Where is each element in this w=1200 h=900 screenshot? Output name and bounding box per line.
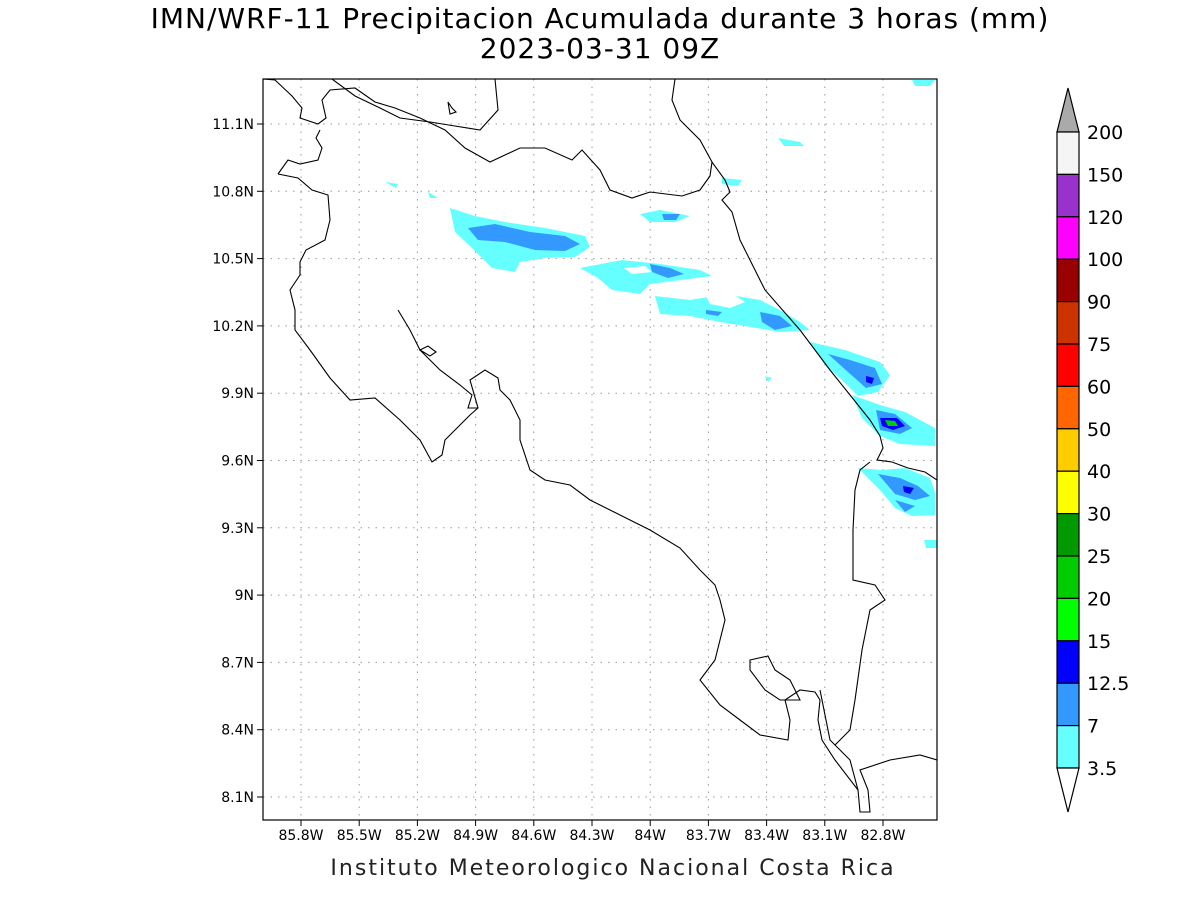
colorbar-label: 60 xyxy=(1087,376,1111,398)
golfo-dulce-coast xyxy=(749,655,801,701)
colorbar-swatch xyxy=(1056,512,1080,557)
lon-tick-label: 83.7W xyxy=(686,828,731,844)
colorbar-label: 50 xyxy=(1087,419,1111,441)
colorbar-swatch xyxy=(1056,640,1080,684)
lat-tick-label: 10.2N xyxy=(212,319,254,335)
colorbar-swatch xyxy=(1056,428,1080,472)
lat-tick-label: 9.9N xyxy=(221,386,254,402)
colorbar-label: 100 xyxy=(1087,249,1123,271)
colorbar-swatch xyxy=(1056,131,1080,176)
colorbar-label: 25 xyxy=(1087,546,1111,568)
colorbar-swatch xyxy=(1056,555,1080,600)
colorbar-swatch xyxy=(1056,385,1080,430)
colorbar-label: 75 xyxy=(1087,334,1111,356)
lat-tick-label: 10.8N xyxy=(212,184,254,200)
colorbar-swatch xyxy=(1056,216,1080,260)
colorbar-label: 15 xyxy=(1087,631,1111,653)
colorbar-label: 7 xyxy=(1087,716,1099,738)
lon-tick-label: 84.3W xyxy=(569,828,614,844)
colorbar-swatch xyxy=(1056,258,1080,303)
colorbar-swatch xyxy=(1056,470,1080,515)
nicaragua-island xyxy=(331,79,499,131)
colorbar-label: 3.5 xyxy=(1087,758,1117,780)
colorbar-label: 40 xyxy=(1087,461,1111,483)
colorbar-label: 200 xyxy=(1087,122,1123,144)
colorbar-label: 20 xyxy=(1087,588,1111,610)
precip-light-areas xyxy=(385,80,937,548)
lat-tick-label: 11.1N xyxy=(212,117,254,133)
lat-tick-label: 8.1N xyxy=(221,790,254,806)
map-frame xyxy=(262,78,938,821)
precip-colorbar: 200 150 120 100 90 75 60 50 40 30 25 20 15 12.5 7 3.5 xyxy=(1056,87,1129,813)
colorbar-swatch xyxy=(1056,173,1080,218)
map-subtitle: 2023-03-31 09Z xyxy=(479,32,721,65)
lon-tick-label: 85.2W xyxy=(395,828,440,844)
axis-ticks: 85.8W 85.5W 85.2W 84.9W 84.6W 84.3W 84W 83.7W 83… xyxy=(212,117,905,844)
colorbar-swatch xyxy=(1056,343,1080,388)
colorbar-swatch xyxy=(1056,724,1080,769)
colorbar-label: 12.5 xyxy=(1087,673,1129,695)
lon-tick-label: 84.6W xyxy=(511,828,556,844)
pacific-coast-north xyxy=(277,173,937,813)
nicoya-gulf-coast xyxy=(397,309,478,409)
colorbar-swatch xyxy=(1056,597,1080,642)
panama-border xyxy=(834,461,886,746)
lat-tick-label: 8.4N xyxy=(221,723,254,739)
lon-tick-label: 83.1W xyxy=(802,828,847,844)
colorbar-label: 30 xyxy=(1087,504,1111,526)
colorbar-swatch xyxy=(1056,682,1080,727)
precipitation-layer xyxy=(385,80,937,548)
lon-tick-label: 85.5W xyxy=(337,828,382,844)
lat-tick-label: 9.3N xyxy=(221,521,254,537)
small-lake xyxy=(447,101,458,115)
colorbar-bottom-arrow xyxy=(1056,767,1080,813)
institution-credit: Instituto Meteorologico Nacional Costa R… xyxy=(330,856,896,881)
nicaragua-lake-shore xyxy=(277,129,323,175)
lon-tick-label: 84.9W xyxy=(453,828,498,844)
graticule xyxy=(263,79,937,820)
lat-tick-label: 9N xyxy=(235,588,254,604)
lat-tick-label: 9.6N xyxy=(221,454,254,470)
bocas-island-line xyxy=(819,689,859,791)
precip-peak-area xyxy=(885,420,898,426)
nicaragua-river-border xyxy=(671,79,713,163)
lon-tick-label: 84W xyxy=(634,828,666,844)
lon-tick-label: 85.8W xyxy=(278,828,323,844)
coastlines-and-borders xyxy=(263,79,937,813)
colorbar-label: 150 xyxy=(1087,164,1123,186)
colorbar-label: 90 xyxy=(1087,292,1111,314)
colorbar-label: 120 xyxy=(1087,207,1123,229)
colorbar-top-arrow xyxy=(1056,87,1080,133)
nicoya-gulf-island xyxy=(418,345,437,357)
nicaragua-border-and-north-coast xyxy=(263,79,937,481)
colorbar-swatch xyxy=(1056,301,1080,345)
lat-tick-label: 8.7N xyxy=(221,655,254,671)
map-title: IMN/WRF-11 Precipitacion Acumulada duran… xyxy=(150,2,1050,35)
lat-tick-label: 10.5N xyxy=(212,252,254,268)
lon-tick-label: 82.8W xyxy=(860,828,905,844)
lon-tick-label: 83.4W xyxy=(744,828,789,844)
precip-white-holes xyxy=(624,266,745,308)
